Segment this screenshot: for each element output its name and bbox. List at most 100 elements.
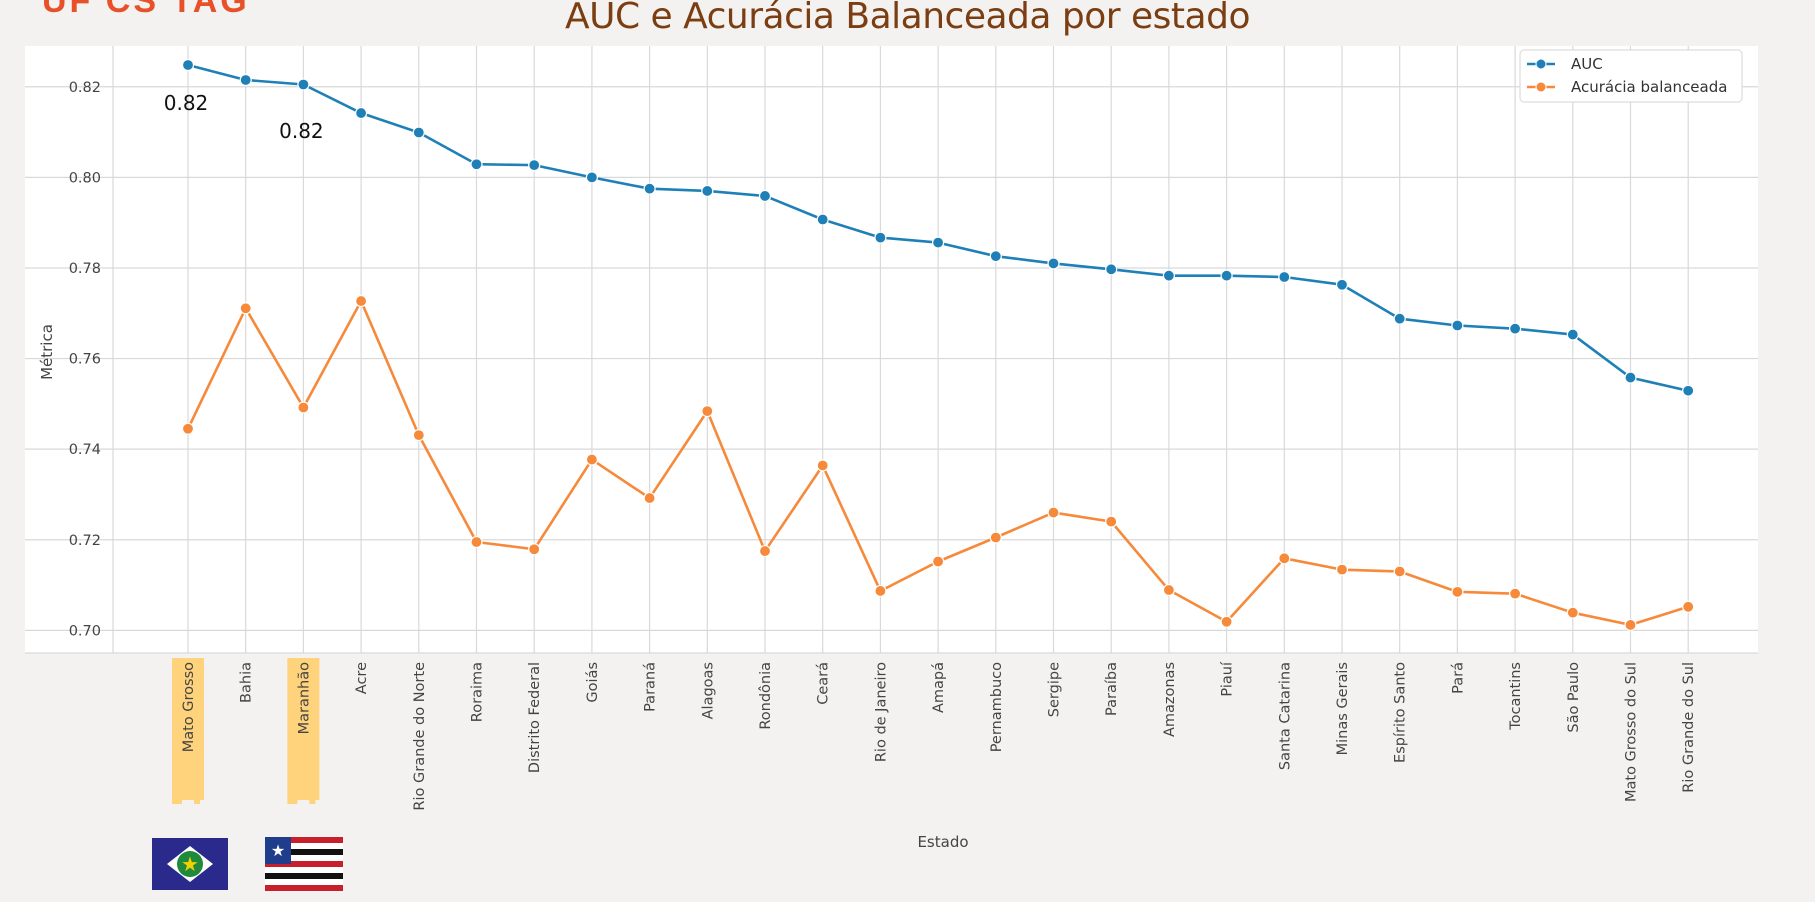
point-auc-distrito-federal [528,159,541,172]
x-tick-label-rio-grande-do-sul: Rio Grande do Sul [1681,662,1697,793]
x-tick-label-alagoas: Alagoas [700,662,716,719]
point-auc-rondonia [758,189,772,203]
highlight-layer [172,658,320,804]
point-acuracia-balanceada-ceara [816,459,829,472]
chart-legend: AUC Acurácia balanceada [1519,49,1743,103]
corner-text: UF CS TAG [42,0,250,20]
y-tick-label: 0.72 [69,533,101,549]
point-auc-minas-gerais [1335,278,1349,291]
x-tick-label-amazonas: Amazonas [1162,662,1178,737]
legend-box [1519,49,1743,103]
point-auc-acre [355,106,368,120]
point-acuracia-balanceada-goias [585,453,599,466]
x-tick-label-rondonia: Rondônia [758,662,774,730]
point-acuracia-balanceada-espirito-santo [1393,565,1406,578]
x-tick-label-santa-catarina: Santa Catarina [1277,662,1293,770]
point-acuracia-balanceada-bahia [239,302,252,315]
point-acuracia-balanceada-rio-grande-do-sul [1682,600,1695,613]
y-tick-label: 0.76 [69,352,101,368]
point-acuracia-balanceada-santa-catarina [1278,552,1291,565]
point-auc-amapa [931,236,945,249]
x-tick-label-sao-paulo: São Paulo [1566,662,1582,733]
x-tick-label-rio-grande-do-norte: Rio Grande do Norte [412,662,428,811]
x-tick-label-distrito-federal: Distrito Federal [527,662,543,773]
point-acuracia-balanceada-rondonia [758,544,772,558]
legend-label-auc: AUC [1571,55,1603,73]
x-tick-label-bahia: Bahia [239,662,255,703]
point-auc-bahia [239,73,252,87]
data-label-maranhao: 0.82 [279,119,324,143]
point-auc-mato-grosso-do-sul [1624,371,1637,384]
point-acuracia-balanceada-minas-gerais [1335,563,1349,576]
x-tick-label-sergipe: Sergipe [1047,662,1063,717]
x-tick-label-espirito-santo: Espírito Santo [1393,662,1409,763]
point-auc-pernambuco [989,250,1002,263]
point-acuracia-balanceada-paraiba [1105,515,1118,528]
point-auc-piaui [1220,269,1233,282]
point-acuracia-balanceada-para [1451,585,1464,598]
point-acuracia-balanceada-acre [355,294,368,308]
x-tick-label-para: Pará [1450,662,1466,694]
x-tick-label-piaui: Piauí [1220,661,1236,697]
chart-title: AUC e Acurácia Balanceada por estado [565,0,1250,37]
point-acuracia-balanceada-amapa [931,555,945,568]
grid-layer: 0.70 0.72 0.74 0.76 0.78 0.80 0.82 Mato Grosso B… [25,46,1758,811]
x-tick-label-minas-gerais: Minas Gerais [1335,662,1351,755]
legend-marker-auc [1535,58,1547,70]
highlight-maranhao [287,658,320,804]
point-auc-sao-paulo [1566,328,1579,341]
x-tick-label-goias: Goiás [585,662,601,703]
point-acuracia-balanceada-roraima [470,535,483,549]
x-tick-label-roraima: Roraima [470,662,486,722]
point-acuracia-balanceada-piaui [1220,615,1233,628]
point-acuracia-balanceada-mato-grosso-do-sul [1624,618,1637,632]
label-layer: 0.82 0.82 [164,91,324,143]
x-tick-label-maranhao: Maranhão [296,662,312,735]
point-acuracia-balanceada-mato-grosso [181,422,195,435]
y-tick-label: 0.70 [69,623,101,639]
x-tick-label-mato-grosso-do-sul: Mato Grosso do Sul [1624,662,1640,802]
x-tick-label-paraiba: Paraíba [1104,662,1120,716]
x-tick-label-ceara: Ceará [816,662,832,705]
plot-area [25,46,1758,653]
point-acuracia-balanceada-alagoas [701,405,714,418]
point-auc-tocantins [1508,322,1522,335]
point-auc-rio-de-janeiro [874,231,887,244]
point-acuracia-balanceada-rio-de-janeiro [874,584,887,598]
point-auc-rio-grande-do-norte [412,126,425,139]
x-tick-label-parana: Paraná [643,662,659,712]
point-auc-roraima [470,158,483,171]
x-tick-label-mato-grosso: Mato Grosso [181,662,197,752]
point-auc-ceara [816,213,829,226]
point-auc-parana [643,182,656,195]
x-tick-label-rio-de-janeiro: Rio de Janeiro [873,662,889,762]
x-axis-label: Estado [917,833,968,851]
point-auc-espirito-santo [1393,312,1406,325]
point-auc-mato-grosso [181,58,195,72]
point-acuracia-balanceada-sergipe [1047,506,1060,519]
point-auc-paraiba [1105,263,1118,276]
mato-grosso-flag-icon: ★ [152,838,228,890]
highlight-mato-grosso [172,658,204,804]
series-layer [181,58,1695,632]
y-tick-label: 0.82 [69,80,101,96]
point-acuracia-balanceada-distrito-federal [528,543,541,556]
point-acuracia-balanceada-tocantins [1508,587,1522,600]
maranhao-flag-icon: ★ [265,837,343,891]
point-acuracia-balanceada-sao-paulo [1566,606,1579,619]
y-axis-label: Métrica [38,324,56,380]
data-label-mato-grosso: 0.82 [164,91,209,115]
x-tick-label-pernambuco: Pernambuco [989,662,1005,752]
point-auc-amazonas [1162,269,1176,282]
x-tick-label-acre: Acre [354,662,370,694]
point-auc-santa-catarina [1278,270,1291,284]
point-acuracia-balanceada-amazonas [1162,583,1176,597]
legend-marker-bal-acc [1535,81,1547,93]
point-auc-sergipe [1047,257,1060,270]
point-acuracia-balanceada-rio-grande-do-norte [412,429,425,442]
point-acuracia-balanceada-parana [643,491,656,505]
point-auc-rio-grande-do-sul [1682,384,1695,397]
point-acuracia-balanceada-pernambuco [989,531,1002,544]
y-tick-label: 0.80 [69,170,101,186]
point-auc-maranhao [297,78,310,91]
